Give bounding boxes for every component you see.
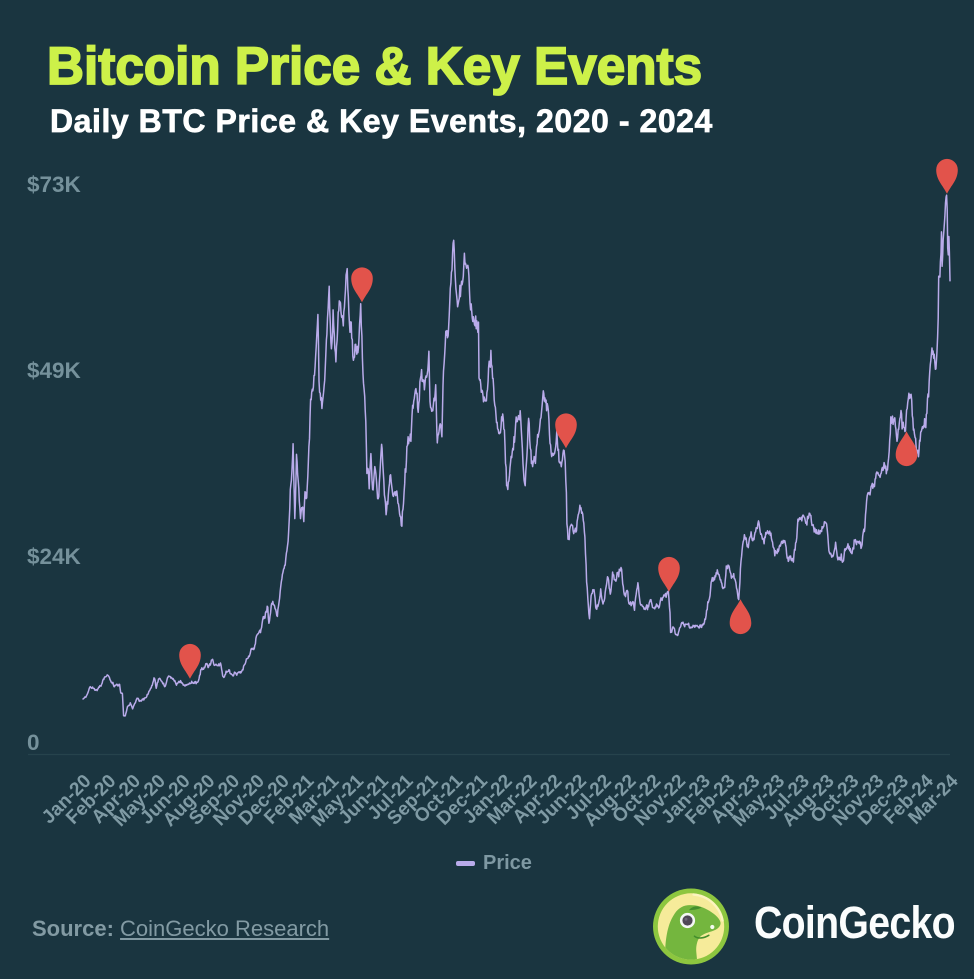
svg-text:$24K: $24K — [27, 544, 82, 569]
svg-text:$73K: $73K — [27, 172, 82, 197]
svg-text:0: 0 — [27, 730, 40, 755]
svg-text:$49K: $49K — [27, 358, 82, 383]
